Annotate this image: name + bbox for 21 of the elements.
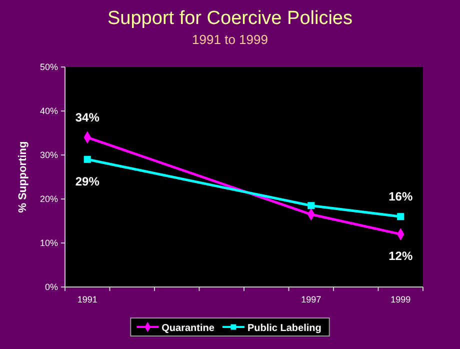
data-label: 16%: [388, 190, 413, 204]
y-axis-title: % Supporting: [17, 141, 29, 213]
data-label: 34%: [75, 110, 100, 124]
x-tick-label: 1991: [77, 294, 98, 305]
chart-title: Support for Coercive Policies: [108, 8, 352, 29]
data-label: 29%: [75, 174, 100, 188]
y-tick-label: 50%: [40, 62, 58, 72]
y-tick-label: 20%: [40, 194, 58, 204]
legend-label: Quarantine: [162, 323, 215, 334]
data-label: 12%: [388, 249, 413, 264]
x-tick-label: 1997: [301, 294, 322, 305]
point: [84, 156, 91, 163]
legend-label: Public Labeling: [247, 323, 322, 334]
y-tick-label: 40%: [40, 106, 58, 116]
y-tick-label: 10%: [40, 238, 58, 248]
y-tick-label: 0%: [44, 282, 58, 292]
y-tick-label: 30%: [40, 150, 58, 160]
point: [397, 213, 404, 220]
chart-subtitle: 1991 to 1999: [192, 32, 268, 47]
point: [308, 202, 315, 210]
x-tick-label: 1999: [390, 294, 411, 305]
